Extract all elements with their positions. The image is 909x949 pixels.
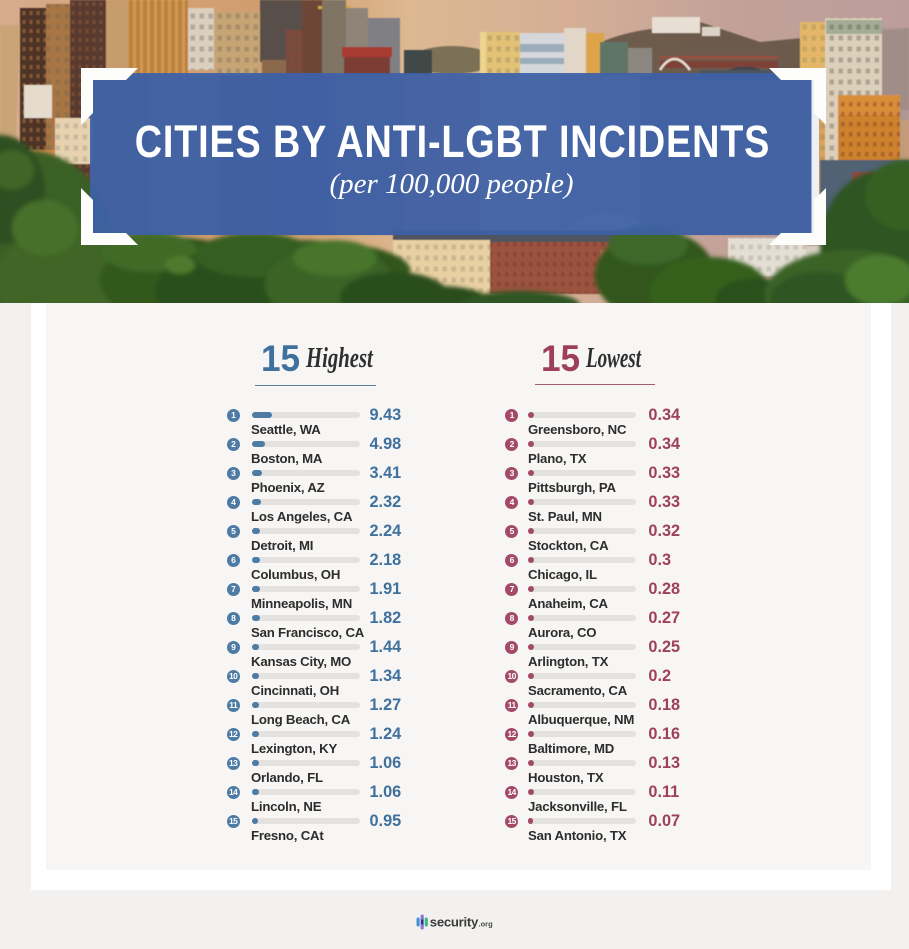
svg-text:security: security <box>429 915 478 930</box>
svg-text:.org: .org <box>478 919 493 928</box>
